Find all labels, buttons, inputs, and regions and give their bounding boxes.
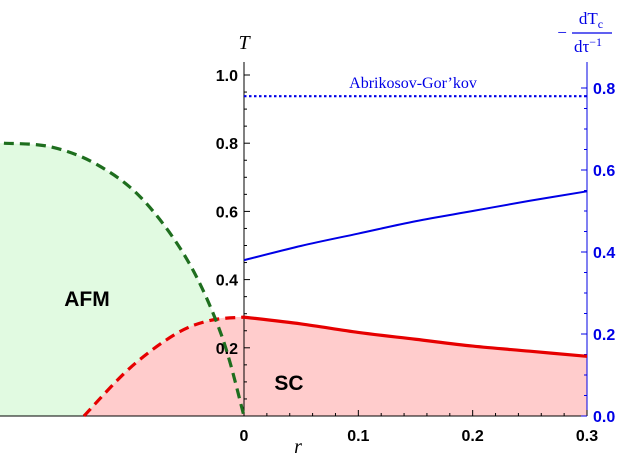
y-right-tick-label: 0.6 <box>593 163 615 180</box>
right-label-denominator-main: dτ <box>574 37 590 56</box>
y-left-tick-label: 0.8 <box>216 136 238 153</box>
right-label-denominator: dτ−1 <box>574 35 602 56</box>
y-right-tick-label: 0.4 <box>593 245 615 262</box>
x-tick-label: 0.2 <box>462 428 484 445</box>
y-left-tick-label: 1.0 <box>216 68 238 85</box>
sc-tc-dashed-curve <box>82 315 245 418</box>
right-label-numerator: dTc <box>579 9 603 31</box>
y-left-tick-label: 0.2 <box>216 341 238 358</box>
x-tick-label: 0.3 <box>576 428 598 445</box>
x-axis-label: r <box>294 436 302 458</box>
region-fills <box>0 143 587 416</box>
right-label-numerator-sub: c <box>598 17 603 31</box>
region-label-sc: SC <box>274 372 303 395</box>
y-axis-right-label: − dTc dτ−1 <box>557 9 612 56</box>
region-label-afm: AFM <box>64 288 110 311</box>
right-label-numerator-main: dT <box>579 9 599 28</box>
sc-tc-solid-curve <box>243 315 588 358</box>
y-left-tick-label: 0.4 <box>216 273 238 290</box>
y-right-tick-label: 0.8 <box>593 81 615 98</box>
y-right-tick-label: 0.2 <box>593 327 615 344</box>
right-label-denominator-sup: −1 <box>589 35 602 49</box>
legend-abrikosov-gorkov: Abrikosov-Gor’kov <box>349 75 477 92</box>
sc-region-fill <box>83 316 587 416</box>
curves <box>3 95 588 418</box>
dtc-blue-curve <box>243 190 588 262</box>
x-tick-label: 0 <box>240 428 249 445</box>
y-right-tick-label: 0.0 <box>593 409 615 426</box>
axes <box>0 62 588 417</box>
right-label-minus: − <box>557 23 567 42</box>
tick-labels: 0 0.1 0.2 0.3 0.2 0.4 0.6 0.8 1.0 0.0 0.2 0.4 0.6 0.8 <box>216 68 616 445</box>
x-tick-label: 0.1 <box>347 428 369 445</box>
afm-dashed-curve <box>3 141 246 417</box>
y-axis-left-label: T <box>238 32 251 54</box>
y-left-tick-label: 0.6 <box>216 204 238 221</box>
